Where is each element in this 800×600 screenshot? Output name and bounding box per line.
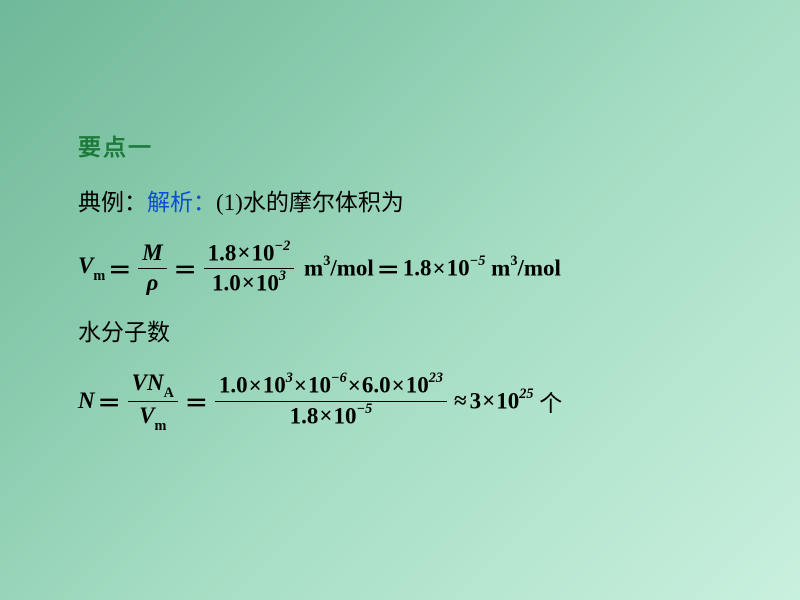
fraction-numeric-1: 1.8×10−2 1.0×103 (204, 240, 295, 297)
unit-m3mol-1: m3/mol (298, 255, 374, 282)
var-N: N (78, 388, 95, 414)
part1-text: 水的摩尔体积为 (243, 190, 404, 215)
example-intro: 典例：解析：(1)水的摩尔体积为 (78, 185, 738, 222)
result-2: 3×1025 (470, 388, 534, 415)
fraction-numeric-2: 1.0×103×10−6×6.0×1023 1.8×10−5 (215, 372, 447, 429)
equals-sign: ＝ (185, 384, 208, 418)
part1-label: (1) (216, 190, 243, 215)
slide-content: 要点一 典例：解析：(1)水的摩尔体积为 Vm ＝ M ρ ＝ 1.8×10−2… (78, 130, 738, 451)
equals-sign: ＝ (174, 251, 197, 285)
answer-label: 解析： (147, 190, 216, 215)
equation-molar-volume: Vm ＝ M ρ ＝ 1.8×10−2 1.0×103 m3/mol ＝ 1.8… (78, 240, 738, 297)
var-Vm: Vm (78, 253, 105, 284)
equals-sign: ＝ (377, 251, 400, 285)
unit-m3mol-2: m3/mol (485, 255, 561, 282)
equation-molecule-count: N ＝ VNA Vm ＝ 1.0×103×10−6×6.0×1023 1.8×1… (78, 370, 738, 433)
equals-sign: ＝ (98, 384, 121, 418)
part2-text: 水分子数 (78, 315, 738, 352)
result-1: 1.8×10−5 (403, 255, 486, 282)
result-unit: 个 (533, 384, 562, 418)
approx-sign: ≈ (454, 388, 467, 414)
equals-sign: ＝ (108, 251, 131, 285)
example-prefix: 典例： (78, 190, 147, 215)
fraction-M-over-rho: M ρ (138, 240, 166, 296)
fraction-VNA-over-Vm: VNA Vm (128, 370, 178, 433)
section-heading: 要点一 (78, 130, 738, 167)
